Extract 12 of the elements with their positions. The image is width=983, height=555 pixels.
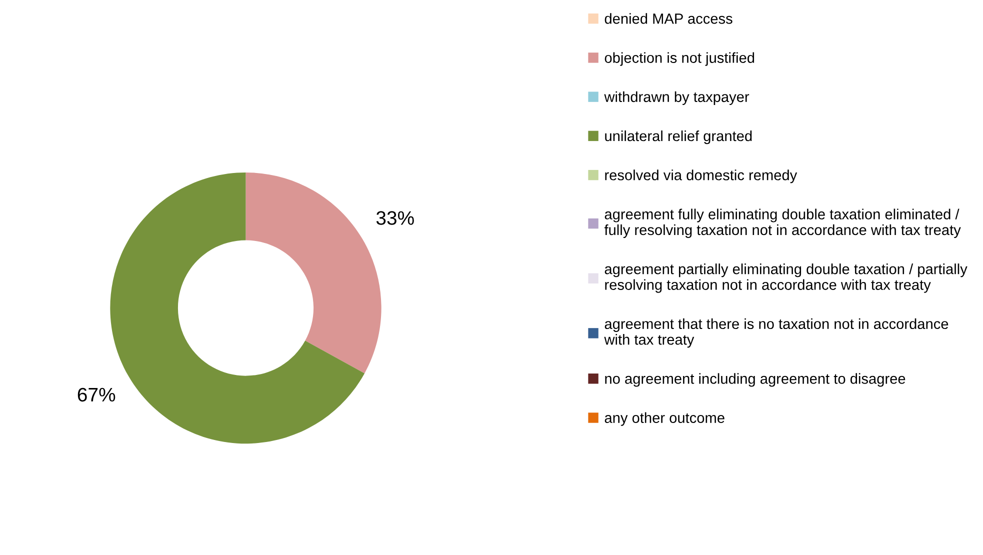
legend-label: denied MAP access	[604, 13, 732, 24]
legend-label: objection is not justified	[604, 52, 754, 66]
legend-label: any other outcome	[604, 412, 724, 426]
data-label: 33%	[376, 211, 414, 225]
legend-label: agreement that there is no taxation not in accordance with tax treaty	[604, 318, 948, 348]
legend-label: resolved via domestic remedy	[605, 170, 798, 184]
legend-label: agreement partially eliminating double taxation / partially resolving taxation not in accordance with tax treaty	[604, 264, 968, 293]
legend-label: unilateral relief granted	[605, 130, 752, 144]
legend-label: agreement fully eliminating double taxation eliminated / fully resolving taxation not in accordance with tax treaty	[604, 208, 961, 238]
legend-label: no agreement including agreement to disagree	[605, 373, 906, 387]
legend-label: withdrawn by taxpayer	[604, 91, 750, 105]
data-label: 67%	[78, 388, 116, 402]
